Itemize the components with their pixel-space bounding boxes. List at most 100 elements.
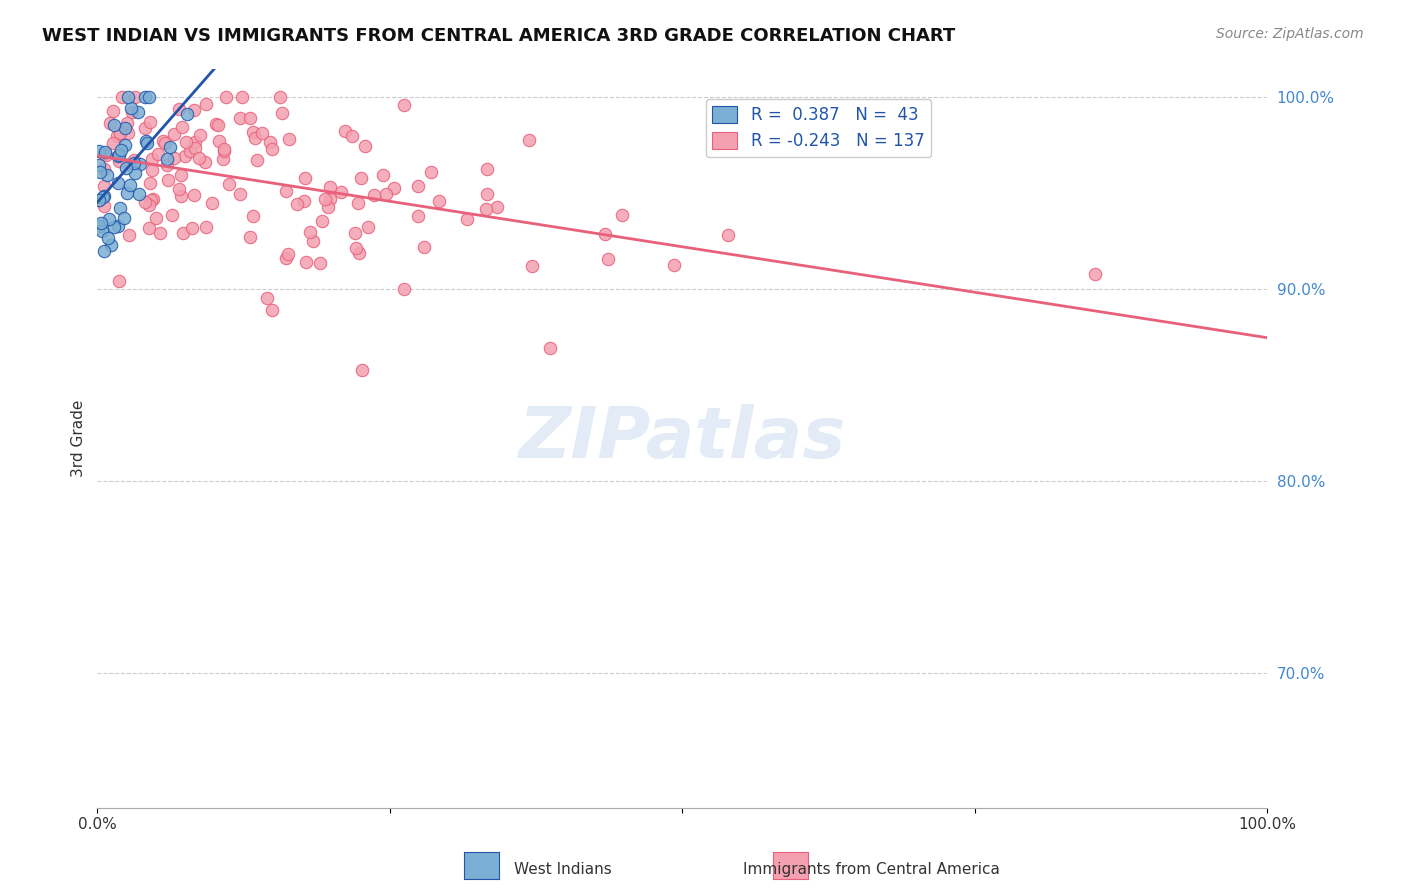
Point [357,219,380,234]
Point [190,128,212,142]
Point [278,132,301,146]
Point [302,234,325,248]
Point [163,127,186,141]
Point [97,211,120,226]
Point [87,194,110,208]
Point [194,155,217,169]
Legend: R =  0.387   N =  43, R = -0.243   N = 137: R = 0.387 N = 43, R = -0.243 N = 137 [706,99,931,157]
Point [211,152,233,166]
Point [120,101,142,115]
Point [117,90,139,104]
Point [98,116,121,130]
Point [330,185,353,199]
Y-axis label: 3rd Grade: 3rd Grade [72,400,86,477]
Point [229,112,252,126]
Point [141,153,163,167]
Point [156,158,179,172]
Point [354,138,377,153]
Point [344,226,367,240]
Point [93,189,115,203]
Point [152,134,174,148]
Point [194,97,217,112]
Point [183,188,205,202]
Point [316,200,339,214]
Text: West Indians: West Indians [513,863,612,877]
Point [259,135,281,149]
Point [314,192,336,206]
Point [271,106,294,120]
Point [295,255,318,269]
Point [87,158,110,172]
Point [100,237,122,252]
Point [108,274,131,288]
Point [413,240,436,254]
Point [363,188,385,202]
Point [107,219,129,233]
Point [170,168,193,182]
Point [333,124,356,138]
Point [134,120,156,135]
Point [108,154,131,169]
Point [118,157,141,171]
Point [179,145,201,159]
Point [108,148,131,162]
Point [475,161,498,176]
Point [176,106,198,120]
Point [208,134,231,148]
Point [262,142,284,156]
Point [195,219,218,234]
Point [103,219,125,234]
Point [486,200,509,214]
Point [114,120,136,135]
Point [120,178,142,192]
Point [170,188,193,202]
Point [134,194,156,209]
Point [149,226,172,240]
Point [717,228,740,243]
Point [146,146,169,161]
Point [112,211,135,225]
Point [242,210,264,224]
Point [114,137,136,152]
Point [612,208,634,222]
Point [172,226,194,240]
Point [520,260,543,274]
Point [127,105,149,120]
Point [218,178,240,192]
Point [475,202,498,216]
Point [90,216,112,230]
Point [207,118,229,132]
Point [89,219,111,233]
Point [135,134,157,148]
Point [246,153,269,168]
Point [308,256,330,270]
Point [121,105,143,120]
Point [205,117,228,131]
Point [96,168,118,182]
Point [124,90,146,104]
Point [157,173,180,187]
Point [1084,267,1107,281]
Point [136,136,159,150]
Point [262,302,284,317]
Point [93,199,115,213]
Point [184,141,207,155]
Point [242,125,264,139]
Point [90,224,112,238]
Point [294,170,316,185]
Point [101,103,124,118]
Point [117,126,139,140]
Point [214,90,236,104]
Point [392,282,415,296]
Point [349,245,371,260]
Point [311,214,333,228]
Point [214,142,236,156]
Point [406,209,429,223]
Point [110,202,132,216]
Point [156,152,179,166]
Point [145,211,167,226]
Point [111,90,134,104]
Point [94,147,117,161]
Point [174,136,197,150]
Point [231,90,253,104]
